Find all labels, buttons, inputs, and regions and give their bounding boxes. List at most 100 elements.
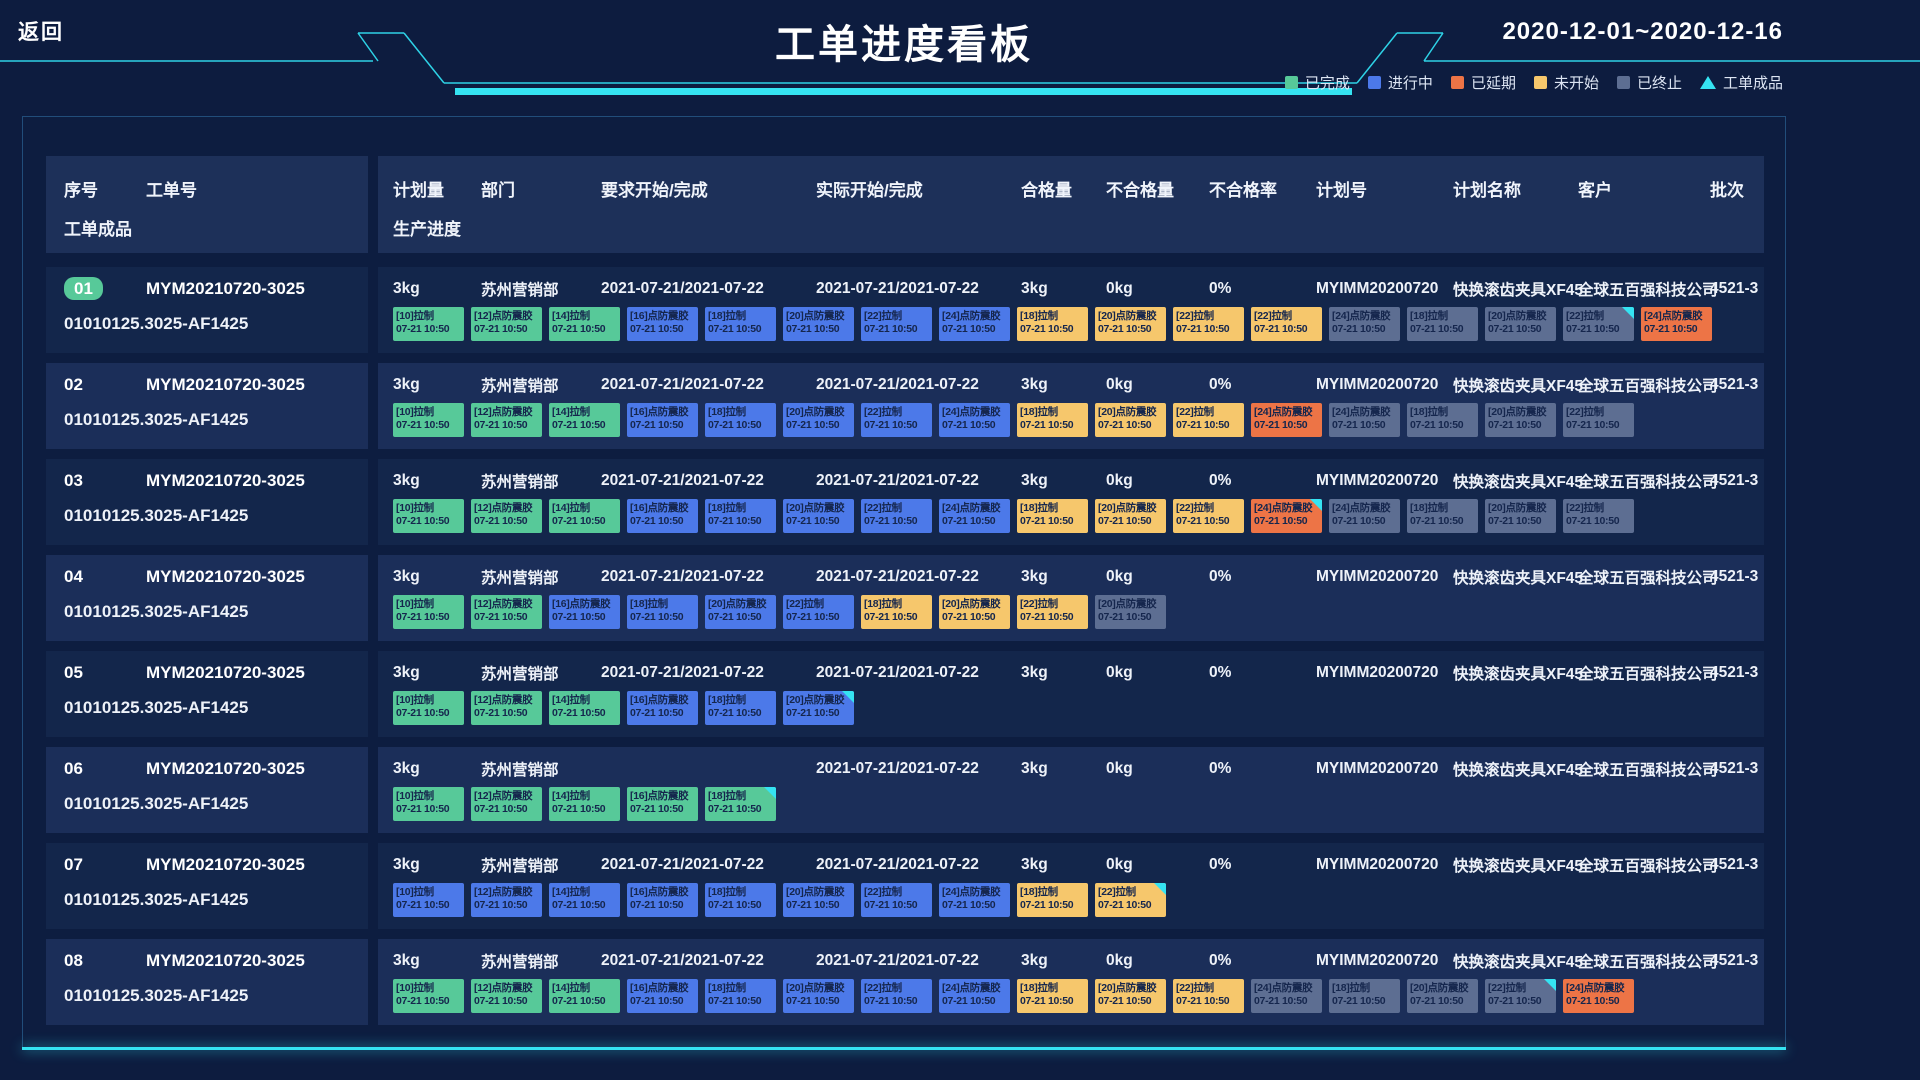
chip-step-time: 07-21 10:50 [708, 611, 762, 623]
chip-step-time: 07-21 10:50 [1488, 995, 1542, 1007]
chip-step-time: 07-21 10:50 [474, 515, 528, 527]
cell-plan_name: 快换滚齿夹具XF45 [1453, 474, 1584, 491]
chip-step-name: [22]拉制 [786, 598, 824, 610]
chip-step-name: [18]拉制 [1410, 310, 1448, 322]
chip-step-time: 07-21 10:50 [630, 515, 684, 527]
seq-badge: 03 [64, 471, 83, 490]
chip-step-time: 07-21 10:50 [864, 515, 918, 527]
chip-step-name: [24]点防震胶 [1332, 310, 1391, 322]
row-values-line: 3kg 苏州营销部 2021-07-21/2021-07-22 2021-07-21/… [378, 565, 1764, 589]
cell-plan_name: 快换滚齿夹具XF45 [1453, 570, 1584, 587]
back-button[interactable]: 返回 [18, 21, 64, 44]
cell-plan_qty: 3kg [393, 760, 420, 777]
col-unqualified: 不合格量 [1106, 181, 1174, 200]
process-step-chip: [16]点防震胶 07-21 10:50 [627, 787, 698, 821]
chip-step-time: 07-21 10:50 [1176, 323, 1230, 335]
chip-step-name: [22]拉制 [1176, 982, 1214, 994]
chip-step-time: 07-21 10:50 [1176, 419, 1230, 431]
cell-unqualified_rate: 0% [1209, 568, 1232, 585]
process-step-chip: [20]点防震胶 07-21 10:50 [783, 691, 854, 725]
chip-step-name: [22]拉制 [1566, 502, 1604, 514]
cell-customer: 全球五百强科技公司 [1578, 666, 1718, 683]
process-step-chip: [12]点防震胶 07-21 10:50 [471, 307, 542, 341]
chip-step-time: 07-21 10:50 [864, 995, 918, 1007]
chip-step-time: 07-21 10:50 [1098, 323, 1152, 335]
process-step-chip: [10]拉制 07-21 10:50 [393, 691, 464, 725]
chip-step-name: [20]点防震胶 [786, 502, 845, 514]
chip-step-time: 07-21 10:50 [864, 611, 918, 623]
legend-item: 工单成品 [1699, 72, 1783, 93]
col-qualified: 合格量 [1021, 181, 1072, 200]
cell-actual: 2021-07-21/2021-07-22 [816, 376, 979, 393]
cell-batch: 4521-3 [1710, 376, 1759, 393]
chip-step-time: 07-21 10:50 [1488, 323, 1542, 335]
chip-step-time: 07-21 10:50 [630, 803, 684, 815]
chip-step-name: [24]点防震胶 [1332, 406, 1391, 418]
chip-step-time: 07-21 10:50 [864, 899, 918, 911]
legend-item: 进行中 [1367, 72, 1433, 93]
progress-chips: [10]拉制 07-21 10:50 [12]点防震胶 07-21 10:50 [14]… [378, 691, 1764, 725]
process-step-chip: [22]拉制 07-21 10:50 [1563, 307, 1634, 341]
process-step-chip: [16]点防震胶 07-21 10:50 [627, 691, 698, 725]
chip-step-name: [24]点防震胶 [942, 310, 1001, 322]
chip-step-time: 07-21 10:50 [552, 995, 606, 1007]
cell-customer: 全球五百强科技公司 [1578, 762, 1718, 779]
process-step-chip: [18]拉制 07-21 10:50 [705, 787, 776, 821]
process-step-chip: [22]拉制 07-21 10:50 [1173, 403, 1244, 437]
cell-customer: 全球五百强科技公司 [1578, 858, 1718, 875]
chip-step-time: 07-21 10:50 [1410, 515, 1464, 527]
cell-unqualified_rate: 0% [1209, 472, 1232, 489]
cell-product: 01010125.3025-AF1425 [64, 698, 249, 717]
chip-step-name: [18]拉制 [1020, 982, 1058, 994]
row-values-line: 3kg 苏州营销部 2021-07-21/2021-07-22 2021-07-21/… [378, 373, 1764, 397]
status-swatch-icon [1450, 76, 1464, 89]
cell-qualified: 3kg [1021, 664, 1048, 681]
cell-order-no: MYM20210720-3025 [146, 759, 305, 778]
chip-step-time: 07-21 10:50 [396, 611, 450, 623]
chip-step-time: 07-21 10:50 [1098, 611, 1152, 623]
row-left-card: 06 MYM20210720-3025 01010125.3025-AF1425 [46, 747, 368, 833]
seq-badge: 06 [64, 759, 83, 778]
cell-customer: 全球五百强科技公司 [1578, 282, 1718, 299]
chip-step-time: 07-21 10:50 [864, 419, 918, 431]
chip-step-name: [16]点防震胶 [630, 310, 689, 322]
cell-unqualified: 0kg [1106, 856, 1133, 873]
chip-step-time: 07-21 10:50 [1410, 995, 1464, 1007]
chip-step-name: [22]拉制 [1254, 310, 1292, 322]
process-step-chip: [14]拉制 07-21 10:50 [549, 403, 620, 437]
chip-step-name: [22]拉制 [1176, 310, 1214, 322]
chip-step-time: 07-21 10:50 [552, 515, 606, 527]
row-id-line: 04 MYM20210720-3025 [46, 565, 368, 589]
process-step-chip: [16]点防震胶 07-21 10:50 [627, 883, 698, 917]
cell-unqualified: 0kg [1106, 280, 1133, 297]
process-step-chip: [24]点防震胶 07-21 10:50 [1329, 499, 1400, 533]
legend: 已完成 进行中 已延期 未开始 已终止 工单成品 [1284, 72, 1783, 93]
chip-step-time: 07-21 10:50 [1020, 995, 1074, 1007]
chip-step-name: [24]点防震胶 [942, 886, 1001, 898]
chip-step-name: [22]拉制 [1566, 310, 1604, 322]
seq-badge: 02 [64, 375, 83, 394]
process-step-chip: [18]拉制 07-21 10:50 [861, 595, 932, 629]
progress-chips: [10]拉制 07-21 10:50 [12]点防震胶 07-21 10:50 [14]… [378, 979, 1764, 1013]
cell-plan_qty: 3kg [393, 472, 420, 489]
chip-step-name: [20]点防震胶 [786, 694, 845, 706]
row-id-line: 01 MYM20210720-3025 [46, 277, 368, 301]
cell-batch: 4521-3 [1710, 280, 1759, 297]
chip-step-name: [20]点防震胶 [1098, 502, 1157, 514]
chip-step-name: [22]拉制 [1176, 406, 1214, 418]
chip-step-name: [12]点防震胶 [474, 310, 533, 322]
cell-actual: 2021-07-21/2021-07-22 [816, 760, 979, 777]
process-step-chip: [12]点防震胶 07-21 10:50 [471, 979, 542, 1013]
chip-step-name: [20]点防震胶 [786, 886, 845, 898]
process-step-chip: [10]拉制 07-21 10:50 [393, 403, 464, 437]
chip-step-time: 07-21 10:50 [396, 995, 450, 1007]
chip-step-name: [12]点防震胶 [474, 982, 533, 994]
chip-step-time: 07-21 10:50 [1566, 995, 1620, 1007]
chip-step-time: 07-21 10:50 [630, 419, 684, 431]
cell-qualified: 3kg [1021, 856, 1048, 873]
row-right-card: 3kg 苏州营销部 2021-07-21/2021-07-22 2021-07-21/… [378, 267, 1764, 353]
cell-product: 01010125.3025-AF1425 [64, 986, 249, 1005]
cell-order-no: MYM20210720-3025 [146, 663, 305, 682]
chip-step-name: [20]点防震胶 [786, 406, 845, 418]
process-step-chip: [22]拉制 07-21 10:50 [861, 403, 932, 437]
